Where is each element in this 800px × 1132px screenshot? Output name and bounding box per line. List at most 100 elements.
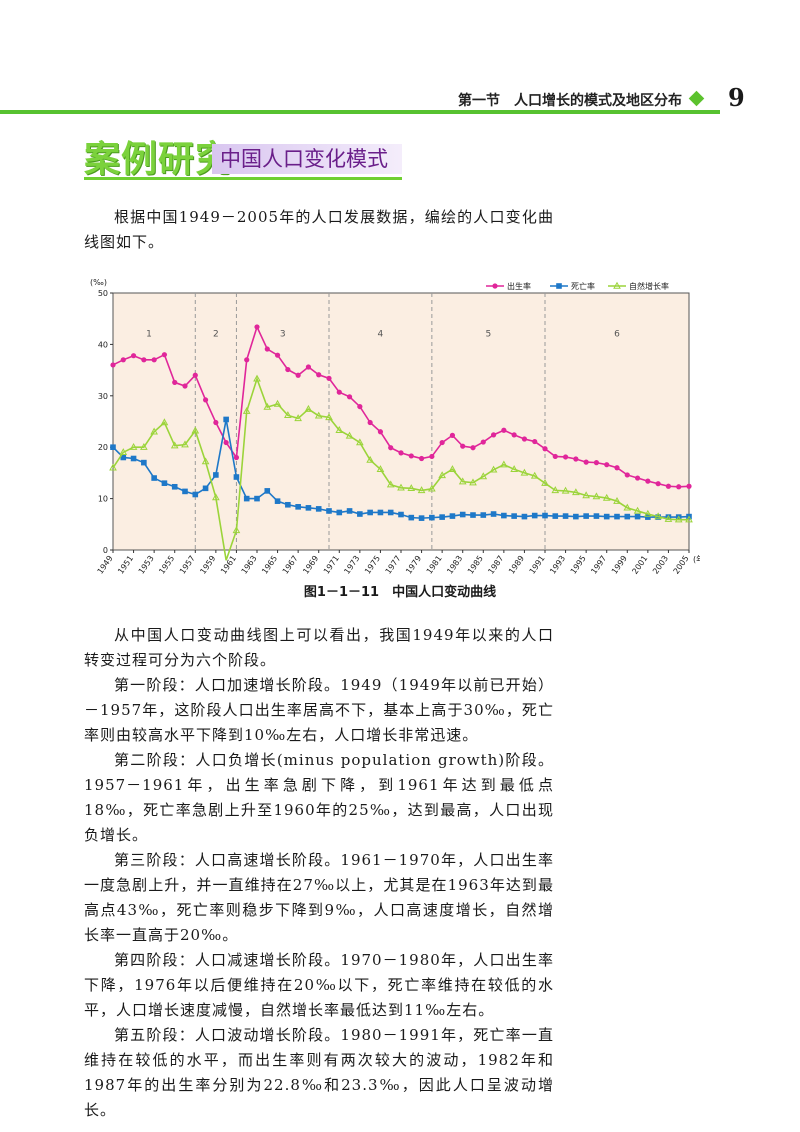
death-rate-point [645, 514, 651, 520]
birth-rate-point [408, 453, 414, 459]
birth-rate-point [542, 446, 548, 452]
paragraph-stage-4: 第四阶段：人口减速增长阶段。1970－1980年，人口出生率下降，1976年以后… [84, 951, 554, 1019]
stage-label: 2 [213, 330, 219, 340]
death-rate-point [511, 513, 517, 519]
natural-growth-point [469, 478, 477, 486]
death-rate-point [223, 416, 229, 423]
birth-rate-point [604, 462, 610, 468]
death-rate-point [521, 513, 528, 520]
birth-rate-point [490, 432, 497, 438]
birth-rate-point [172, 379, 178, 386]
x-tick-label: 1981 [425, 554, 444, 576]
death-rate-point [624, 513, 631, 520]
death-rate-point [480, 512, 487, 518]
birth-rate-point [130, 353, 137, 359]
birth-rate-point [367, 419, 373, 426]
natural-growth-point [314, 411, 323, 419]
y-tick-label: 0 [103, 546, 108, 555]
death-rate-point [449, 513, 456, 519]
natural-growth-point [356, 438, 364, 446]
death-rate-point [429, 514, 435, 521]
death-rate-point [665, 514, 672, 520]
natural-growth-point [181, 440, 189, 448]
x-tick-label: 1965 [260, 554, 279, 576]
death-rate-point [408, 514, 415, 521]
natural-growth-point [448, 465, 457, 473]
death-rate-point [583, 513, 589, 519]
natural-growth-point [541, 478, 549, 486]
paragraph-stage-5: 第五阶段：人口波动增长阶段。1980－1991年，死亡率一直维持在较低的水平，而… [84, 1026, 554, 1119]
body-text: 从中国人口变动曲线图上可以看出，我国1949年以来的人口转变过程可分为六个阶段。… [84, 623, 554, 1123]
death-rate-point [264, 488, 271, 494]
natural-growth-point [623, 503, 632, 511]
birth-rate-point [686, 483, 692, 489]
death-rate-point [562, 513, 569, 519]
birth-rate-point [511, 432, 517, 438]
y-tick-label: 50 [98, 289, 108, 298]
birth-rate-point [501, 427, 507, 433]
x-tick-label: 1991 [528, 554, 547, 576]
natural-growth-point [602, 493, 611, 501]
x-tick-label: 2003 [651, 554, 670, 576]
death-rate-point [459, 511, 466, 518]
paragraph-overview: 从中国人口变动曲线图上可以看出，我国1949年以来的人口转变过程可分为六个阶段。 [84, 626, 554, 669]
x-tick-label: 2005 [672, 554, 691, 576]
x-tick-label: 1953 [137, 554, 156, 576]
stage-label: 1 [146, 330, 152, 340]
birth-rate-point [624, 472, 630, 478]
death-rate-point [501, 512, 507, 519]
y-tick-label: 30 [98, 392, 108, 401]
natural-growth-point [613, 496, 621, 504]
natural-growth-point [386, 480, 395, 488]
natural-growth-point [191, 426, 200, 434]
birth-rate-point [326, 375, 332, 381]
birth-rate-point [295, 372, 301, 378]
death-rate-point [326, 508, 332, 514]
birth-rate-point [480, 439, 486, 445]
birth-rate-point [439, 439, 445, 446]
birth-rate-point [274, 352, 281, 358]
birth-rate-point [120, 357, 126, 363]
natural-growth-point [263, 402, 272, 410]
natural-growth-point [325, 413, 333, 421]
x-tick-label: 1967 [281, 554, 300, 576]
y-tick-label: 20 [98, 443, 108, 452]
birth-rate-point [233, 454, 240, 461]
birth-rate-point [357, 403, 363, 410]
birth-rate-point [676, 484, 682, 490]
x-tick-label: 1993 [548, 554, 567, 576]
death-rate-point [192, 491, 199, 498]
natural-growth-point [530, 471, 539, 479]
header-rule [0, 110, 720, 114]
birth-rate-point [429, 453, 435, 460]
plot-background [112, 292, 690, 551]
death-rate-point [274, 498, 281, 504]
legend-label: 自然增长率 [629, 281, 669, 291]
natural-growth-point [479, 472, 488, 480]
stage-label: 6 [614, 330, 620, 340]
death-rate-point [110, 444, 116, 450]
natural-growth-point [294, 414, 302, 422]
birth-rate-point [264, 346, 270, 352]
death-rate-point [213, 472, 219, 478]
death-rate-point [377, 509, 384, 516]
natural-growth-point [253, 374, 261, 382]
birth-rate-point [223, 439, 229, 446]
birth-rate-point [562, 454, 569, 460]
birth-rate-point [377, 429, 384, 435]
death-rate-point [151, 475, 157, 481]
natural-growth-point [644, 509, 652, 517]
death-rate-point [305, 505, 312, 511]
case-title-rule [84, 177, 402, 180]
x-tick-label: 1963 [240, 554, 259, 576]
natural-growth-point [582, 491, 590, 499]
death-rate-point [336, 509, 343, 516]
x-tick-label: 1955 [157, 554, 176, 576]
natural-growth-point [613, 281, 621, 289]
x-tick-label: 1977 [384, 554, 403, 576]
birth-rate-point [418, 455, 425, 462]
y-tick-label: 40 [98, 340, 108, 349]
death-rate-point [295, 504, 301, 510]
birth-rate-point [398, 450, 404, 456]
